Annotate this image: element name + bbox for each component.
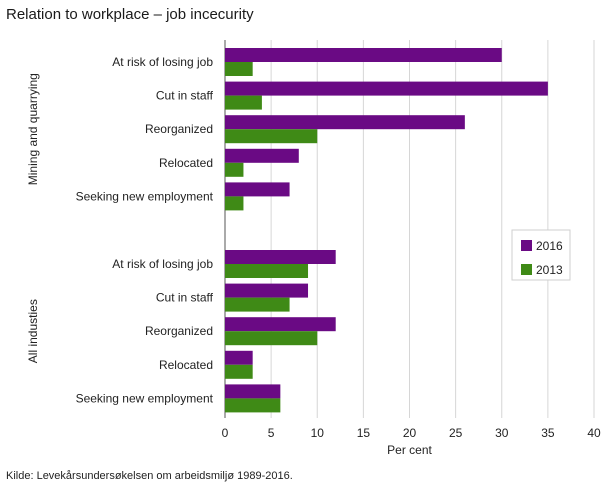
x-axis-ticks: 0 5 10 15 20 25 30 35 40 [222, 426, 601, 440]
x-tick-label: 35 [541, 426, 555, 440]
x-axis-title: Per cent [387, 443, 432, 457]
legend-label-2016[interactable]: 2016 [536, 239, 563, 253]
bar-mining-and-quarrying-reorganized-2016[interactable] [225, 115, 465, 130]
group-labels: Mining and quarrying All industies [26, 73, 40, 363]
bar-all-industies-seeking-new-employment-2016[interactable] [225, 384, 281, 399]
bar-mining-and-quarrying-at-risk-of-losing-job-2013[interactable] [225, 62, 253, 76]
group-label-all-industies: All industies [26, 299, 40, 363]
category-label-at-risk-of-losing-job: At risk of losing job [112, 55, 213, 69]
bar-mining-and-quarrying-seeking-new-employment-2016[interactable] [225, 182, 290, 197]
bar-all-industies-seeking-new-employment-2013[interactable] [225, 398, 281, 413]
bar-mining-and-quarrying-relocated-2016[interactable] [225, 148, 299, 163]
bar-mining-and-quarrying-cut-in-staff-2016[interactable] [225, 81, 548, 96]
legend-swatch-2013[interactable] [521, 264, 532, 275]
category-label-relocated: Relocated [159, 156, 213, 170]
grid-lines [224, 40, 595, 418]
category-label-at-risk-of-losing-job: At risk of losing job [112, 257, 213, 271]
bar-all-industies-at-risk-of-losing-job-2013[interactable] [225, 264, 309, 278]
group-label-mining-and-quarrying: Mining and quarrying [26, 73, 40, 185]
x-tick-label: 10 [311, 426, 325, 440]
category-label-cut-in-staff: Cut in staff [156, 89, 214, 103]
legend[interactable]: 2016 2013 [511, 229, 571, 281]
category-label-reorganized: Reorganized [145, 324, 213, 338]
x-tick-label: 15 [357, 426, 371, 440]
bar-mining-and-quarrying-seeking-new-employment-2013[interactable] [225, 196, 244, 211]
x-tick-label: 0 [222, 426, 229, 440]
legend-label-2013[interactable]: 2013 [536, 263, 563, 277]
bar-chart: At risk of losing job Cut in staff Reorgan… [26, 40, 601, 457]
category-label-reorganized: Reorganized [145, 122, 213, 136]
chart-title: Relation to workplace – job incecurity [6, 6, 254, 23]
bar-all-industies-cut-in-staff-2013[interactable] [225, 297, 290, 312]
x-tick-label: 25 [449, 426, 463, 440]
category-labels: At risk of losing job Cut in staff Reorgan… [76, 55, 214, 405]
bar-mining-and-quarrying-at-risk-of-losing-job-2016[interactable] [225, 48, 502, 62]
category-label-seeking-new-employment: Seeking new employment [76, 391, 214, 405]
category-label-cut-in-staff: Cut in staff [156, 291, 214, 305]
source-note: Kilde: Levekårsundersøkelsen om arbeidsm… [6, 470, 293, 482]
bar-mining-and-quarrying-relocated-2013[interactable] [225, 162, 244, 177]
x-tick-label: 5 [268, 426, 275, 440]
bar-all-industies-reorganized-2013[interactable] [225, 331, 318, 346]
bar-all-industies-relocated-2016[interactable] [225, 350, 253, 365]
bars [225, 48, 548, 413]
bar-all-industies-reorganized-2016[interactable] [225, 317, 336, 332]
legend-swatch-2016[interactable] [521, 240, 532, 251]
category-label-seeking-new-employment: Seeking new employment [76, 189, 214, 203]
x-tick-label: 40 [587, 426, 601, 440]
bar-mining-and-quarrying-reorganized-2013[interactable] [225, 129, 318, 144]
x-tick-label: 30 [495, 426, 509, 440]
bar-all-industies-relocated-2013[interactable] [225, 364, 253, 379]
bar-mining-and-quarrying-cut-in-staff-2013[interactable] [225, 95, 262, 110]
x-tick-label: 20 [403, 426, 417, 440]
bar-all-industies-at-risk-of-losing-job-2016[interactable] [225, 250, 336, 264]
bar-all-industies-cut-in-staff-2016[interactable] [225, 283, 309, 298]
category-label-relocated: Relocated [159, 358, 213, 372]
